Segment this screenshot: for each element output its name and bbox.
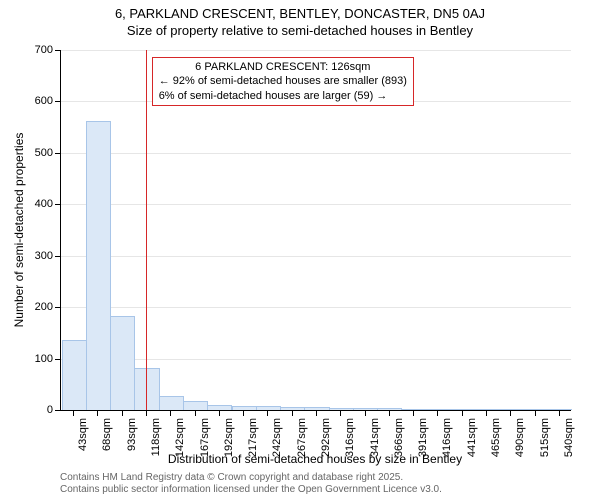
- x-tick: [437, 410, 438, 416]
- x-tick: [292, 410, 293, 416]
- x-tick: [486, 410, 487, 416]
- y-tick: [55, 307, 61, 308]
- x-tick-label: 118sqm: [150, 418, 162, 456]
- x-tick: [365, 410, 366, 416]
- x-tick: [97, 410, 98, 416]
- x-tick: [73, 410, 74, 416]
- y-tick-label: 700: [35, 44, 53, 56]
- y-tick: [55, 256, 61, 257]
- x-tick-label: 93sqm: [126, 418, 138, 451]
- x-tick: [195, 410, 196, 416]
- histogram-bar: [207, 405, 232, 410]
- x-tick: [267, 410, 268, 416]
- x-tick: [340, 410, 341, 416]
- gridline: [61, 204, 571, 205]
- gridline: [61, 153, 571, 154]
- histogram-bar: [547, 409, 572, 411]
- y-tick-label: 500: [35, 147, 53, 159]
- x-tick-label: 43sqm: [77, 418, 89, 451]
- histogram-bar: [159, 396, 184, 410]
- histogram-bar: [426, 409, 451, 411]
- histogram-bar: [523, 409, 548, 411]
- gridline: [61, 359, 571, 360]
- histogram-bar: [353, 408, 378, 410]
- x-tick: [462, 410, 463, 416]
- chart-subtitle: Size of property relative to semi-detach…: [0, 23, 600, 40]
- histogram-bar: [329, 408, 354, 410]
- plot-area: 010020030040050060070043sqm68sqm93sqm118…: [60, 50, 571, 411]
- histogram-bar: [377, 408, 402, 410]
- x-tick: [219, 410, 220, 416]
- histogram-bar: [183, 401, 208, 410]
- y-tick: [55, 410, 61, 411]
- histogram-bar: [110, 316, 135, 410]
- y-tick-label: 200: [35, 301, 53, 313]
- y-tick-label: 100: [35, 353, 53, 365]
- histogram-bar: [86, 121, 111, 410]
- gridline: [61, 50, 571, 51]
- gridline: [61, 307, 571, 308]
- y-tick: [55, 359, 61, 360]
- histogram-bar: [62, 340, 87, 410]
- y-tick: [55, 50, 61, 51]
- footer-text: Contains HM Land Registry data © Crown c…: [60, 472, 442, 496]
- annotation-line: ← 92% of semi-detached houses are smalle…: [159, 74, 407, 88]
- y-tick: [55, 101, 61, 102]
- x-tick: [146, 410, 147, 416]
- gridline: [61, 256, 571, 257]
- x-tick-label: 68sqm: [101, 418, 113, 451]
- y-tick-label: 0: [47, 404, 53, 416]
- x-tick: [510, 410, 511, 416]
- x-tick: [559, 410, 560, 416]
- histogram-bar: [499, 409, 524, 411]
- histogram-bar: [232, 406, 257, 410]
- y-tick-label: 400: [35, 198, 53, 210]
- y-tick-label: 300: [35, 250, 53, 262]
- x-tick: [122, 410, 123, 416]
- annotation-box: 6 PARKLAND CRESCENT: 126sqm← 92% of semi…: [152, 57, 414, 106]
- histogram-bar: [304, 407, 329, 410]
- footer-line2: Contains public sector information licen…: [60, 484, 442, 496]
- chart-area: 010020030040050060070043sqm68sqm93sqm118…: [60, 50, 570, 410]
- chart-container: 6, PARKLAND CRESCENT, BENTLEY, DONCASTER…: [0, 0, 600, 500]
- annotation-line: 6% of semi-detached houses are larger (5…: [159, 89, 407, 103]
- histogram-bar: [474, 409, 499, 411]
- x-tick: [170, 410, 171, 416]
- y-tick-label: 600: [35, 95, 53, 107]
- y-tick: [55, 204, 61, 205]
- x-tick: [389, 410, 390, 416]
- reference-line: [146, 50, 147, 410]
- histogram-bar: [280, 407, 305, 410]
- annotation-line: 6 PARKLAND CRESCENT: 126sqm: [159, 60, 407, 74]
- x-tick: [316, 410, 317, 416]
- histogram-bar: [450, 409, 475, 411]
- x-axis-label: Distribution of semi-detached houses by …: [60, 452, 570, 466]
- chart-title: 6, PARKLAND CRESCENT, BENTLEY, DONCASTER…: [0, 0, 600, 23]
- y-tick: [55, 153, 61, 154]
- footer-line1: Contains HM Land Registry data © Crown c…: [60, 472, 442, 484]
- x-tick: [535, 410, 536, 416]
- histogram-bar: [256, 406, 281, 410]
- x-tick: [243, 410, 244, 416]
- histogram-bar: [402, 409, 427, 411]
- x-tick: [413, 410, 414, 416]
